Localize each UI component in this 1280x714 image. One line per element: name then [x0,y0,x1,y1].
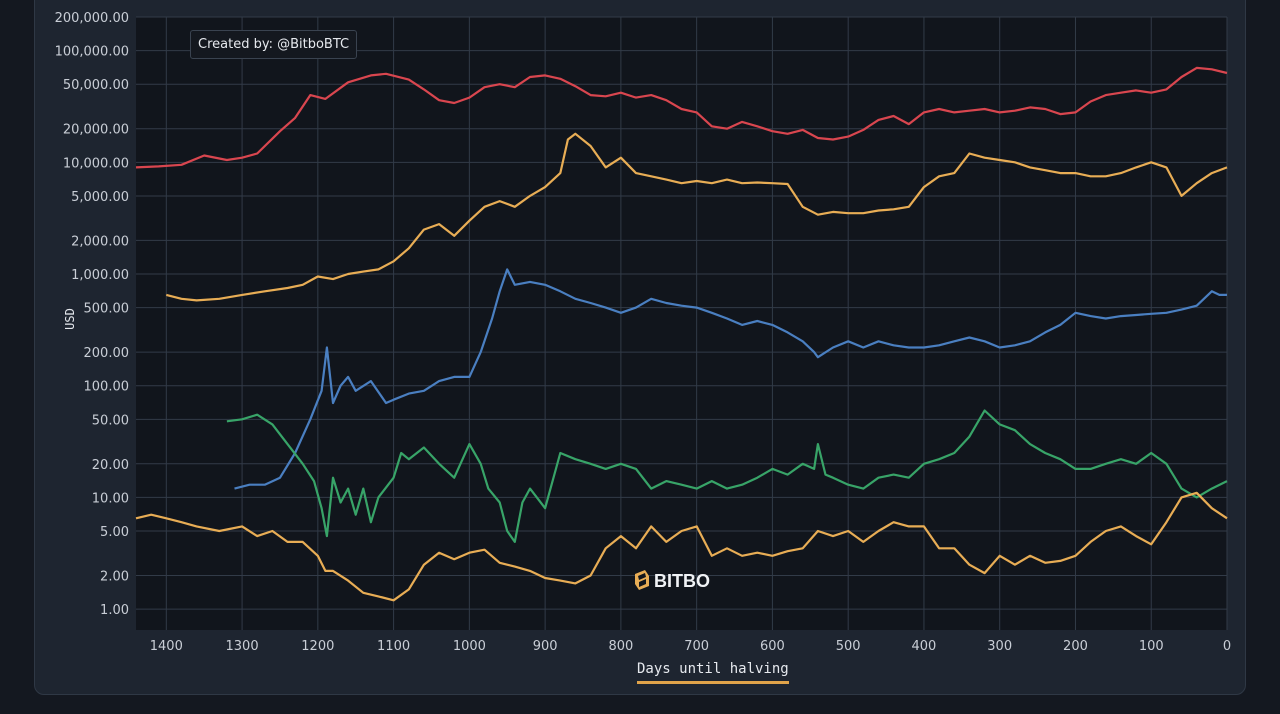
series-line-1 [135,66,1228,169]
bitbo-watermark: BITBO [635,570,710,591]
y-tick-label: 100.00 [84,380,130,395]
series-lines [135,66,1228,602]
y-tick-label: 20.00 [92,458,129,473]
x-tick-label: 1100 [377,639,410,654]
x-tick-label: 0 [1223,639,1231,654]
gridlines [136,16,1228,630]
y-tick-label: 50.00 [92,413,129,428]
series-line-3 [234,268,1227,490]
x-tick-label: 100 [1139,639,1164,654]
created-by-badge: Created by: @BitboBTC [190,30,358,59]
y-tick-label: 20,000.00 [63,123,129,138]
y-tick-label: 5.00 [100,525,129,540]
x-tick-labels: 1400 1300 1200 1100 1000 900 800 700 600 500 400 30… [150,639,1231,654]
series-line-5 [135,491,1228,602]
series-line-4 [226,409,1228,544]
chart: 1.00 2.00 5.00 10.00 20.00 50.00 100.00 200.00 5… [55,11,1232,654]
watermark-text: BITBO [654,571,710,591]
y-tick-label: 200.00 [84,346,130,361]
bitbo-logo-icon [635,570,649,590]
x-tick-label: 200 [1063,639,1088,654]
x-tick-label: 700 [684,639,709,654]
y-tick-label: 50,000.00 [63,78,129,93]
y-tick-labels: 1.00 2.00 5.00 10.00 20.00 50.00 100.00 200.00 5… [55,11,129,618]
y-tick-label: 10.00 [92,491,129,506]
created-by-text: Created by: @BitboBTC [198,37,350,52]
y-tick-label: 100,000.00 [55,45,129,60]
y-tick-label: 2,000.00 [71,234,129,249]
x-tick-label: 1200 [301,639,334,654]
chart-panel: 1.00 2.00 5.00 10.00 20.00 50.00 100.00 200.00 5… [34,0,1246,695]
x-tick-label: 1000 [453,639,486,654]
x-tick-label: 900 [533,639,558,654]
y-axis-label: USD [63,308,77,330]
y-tick-label: 1,000.00 [71,268,129,283]
y-tick-label: 5,000.00 [71,190,129,205]
y-tick-label: 200,000.00 [55,11,129,26]
y-tick-label: 1.00 [100,603,129,618]
series-line-2 [166,132,1228,302]
x-tick-label: 600 [760,639,785,654]
x-tick-label: 1400 [150,639,183,654]
y-tick-label: 10,000.00 [63,156,129,171]
x-tick-label: 500 [836,639,861,654]
x-tick-label: 300 [987,639,1012,654]
x-tick-label: 800 [608,639,633,654]
x-tick-label: 400 [912,639,937,654]
y-tick-label: 2.00 [100,569,129,584]
y-tick-label: 500.00 [84,302,130,317]
x-tick-label: 1300 [226,639,259,654]
x-axis-label[interactable]: Days until halving [637,661,789,684]
